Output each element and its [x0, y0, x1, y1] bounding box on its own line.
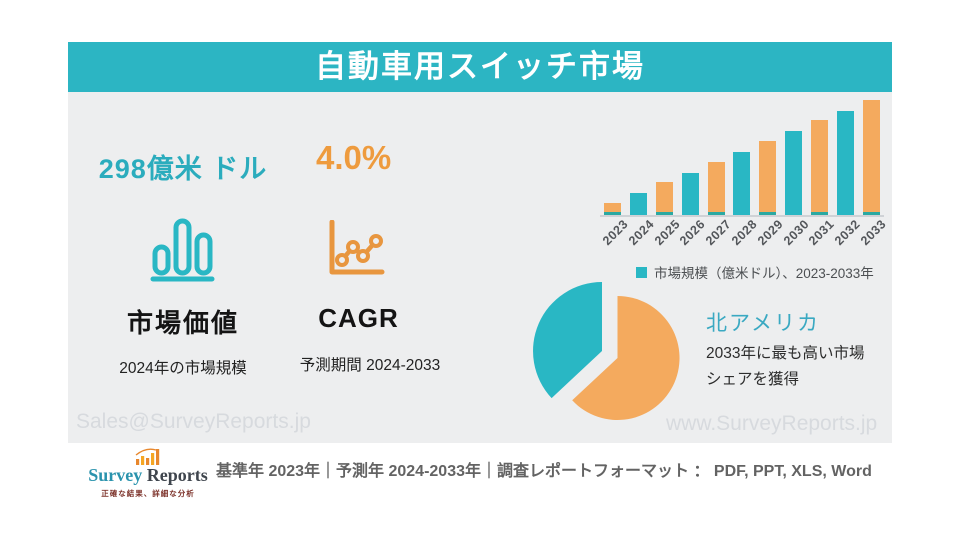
watermark-website: www.SurveyReports.jp [666, 412, 878, 435]
bar-2031 [810, 120, 828, 215]
bar-2030 [785, 131, 803, 215]
region-description: 2033年に最も高い市場 シェアを獲得 [706, 341, 891, 392]
infographic-card [68, 92, 892, 443]
bar-2026 [681, 173, 699, 215]
logo-bars-icon [135, 448, 160, 465]
market-value-sublabel: 2024年の市場規模 [119, 360, 247, 377]
cagr-sublabel: 予測期間 2024-2033 [299, 357, 441, 374]
market-value-label: 市場価値 [126, 308, 239, 338]
pie-slice-rest [572, 296, 680, 420]
bar-2032 [836, 111, 854, 215]
bar-2029 [759, 141, 777, 215]
bar-2028 [733, 152, 751, 215]
bar-2025 [656, 182, 674, 215]
bar-2024 [630, 193, 648, 215]
logo-name-primary: Survey [88, 465, 143, 485]
region-description-line2: シェアを獲得 [706, 370, 800, 388]
report-scope-text: 基準年 2023年｜予測年 2024-2033年｜調査レポートフォーマット ： … [216, 463, 872, 480]
bar-2033 [862, 100, 880, 215]
header-band: 自動車用スイッチ市場 [68, 42, 892, 92]
market-value-number: 298億米 ドル [98, 154, 268, 184]
cagr-label: CAGR [318, 303, 399, 333]
legend-label: 市場規模（億米ドル）、2023-2033年 [654, 266, 874, 281]
page-title: 自動車用スイッチ市場 [315, 49, 645, 84]
bar-chart-icon [150, 218, 215, 282]
logo-tagline: 正確な結果、詳細な分析 [101, 489, 195, 498]
logo-name-secondary: Reports [146, 465, 208, 485]
line-chart-icon [329, 220, 385, 275]
pie-slice-north-america [533, 282, 602, 399]
regional-share-pie-chart [533, 282, 680, 420]
market-size-bar-chart [600, 98, 884, 217]
watermark-email: Sales@SurveyReports.jp [76, 410, 311, 433]
region-description-line1: 2033年に最も高い市場 [706, 345, 865, 362]
bar-chart-legend: 市場規模（億米ドル）、2023-2033年 [636, 262, 874, 282]
bar-2027 [707, 162, 725, 215]
bar-2023 [604, 203, 622, 215]
logo-name: Survey Reports [78, 465, 218, 486]
cagr-number: 4.0% [316, 139, 392, 176]
bar-chart-x-axis-labels: 2023 2024 2025 2026 2027 2028 2029 2030 2031 2032… [600, 217, 889, 259]
survey-reports-logo: Survey Reports 正確な結果、詳細な分析 [78, 447, 218, 499]
region-name: 北アメリカ [706, 312, 820, 335]
legend-swatch-icon [636, 266, 647, 278]
